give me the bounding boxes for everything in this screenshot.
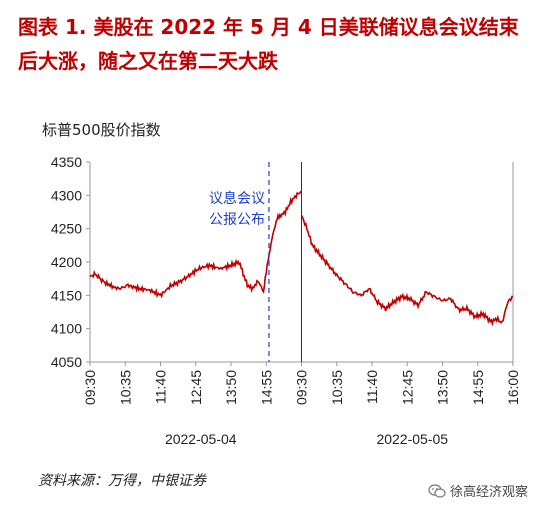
- y-tick-label: 4100: [51, 321, 82, 337]
- watermark-text: 徐高经济观察: [450, 485, 529, 500]
- annotation-label-line2: 公报公布: [209, 212, 265, 228]
- x-tick-label: 12:45: [188, 370, 204, 405]
- y-tick-label: 4350: [51, 154, 82, 170]
- x-tick-label: 14:55: [470, 370, 486, 405]
- y-tick-label: 4250: [51, 221, 82, 237]
- wechat-icon: [428, 483, 446, 498]
- y-tick-label: 4150: [51, 287, 82, 303]
- x-tick-label: 12:45: [399, 370, 415, 405]
- x-tick-label: 11:40: [364, 370, 380, 404]
- x-tick-label: 09:30: [82, 370, 98, 405]
- date-label-day1: 2022-05-04: [165, 431, 237, 447]
- x-tick-label: 14:55: [258, 370, 274, 405]
- title-line-2: 后大涨，随之又在第二天大跌: [18, 49, 278, 73]
- y-axis-unit-label: 标普500股价指数: [42, 121, 161, 139]
- x-tick-label: 16:00: [505, 370, 521, 405]
- source-note: 资料来源：万得，中银证券: [38, 473, 206, 489]
- watermark: 徐高经济观察: [428, 481, 528, 500]
- x-tick-label: 13:50: [223, 370, 239, 405]
- x-tick-label: 10:35: [117, 370, 133, 405]
- y-tick-label: 4050: [51, 354, 82, 370]
- chart-title: 图表 1. 美股在 2022 年 5 月 4 日美联储议息会议结束 后大涨，随之…: [18, 10, 538, 78]
- series-line-day1: [89, 190, 302, 299]
- series-line-day2: [300, 214, 514, 327]
- x-tick-label: 09:30: [294, 370, 310, 405]
- y-tick-label: 4200: [51, 254, 82, 270]
- title-line-1: 图表 1. 美股在 2022 年 5 月 4 日美联储议息会议结束: [18, 15, 519, 39]
- x-tick-label: 13:50: [435, 370, 451, 405]
- annotation-label-line1: 议息会议: [209, 190, 265, 207]
- date-label-day2: 2022-05-05: [376, 431, 448, 447]
- y-tick-label: 4300: [51, 187, 82, 203]
- x-tick-label: 10:35: [329, 370, 345, 405]
- x-tick-label: 11:40: [153, 370, 169, 404]
